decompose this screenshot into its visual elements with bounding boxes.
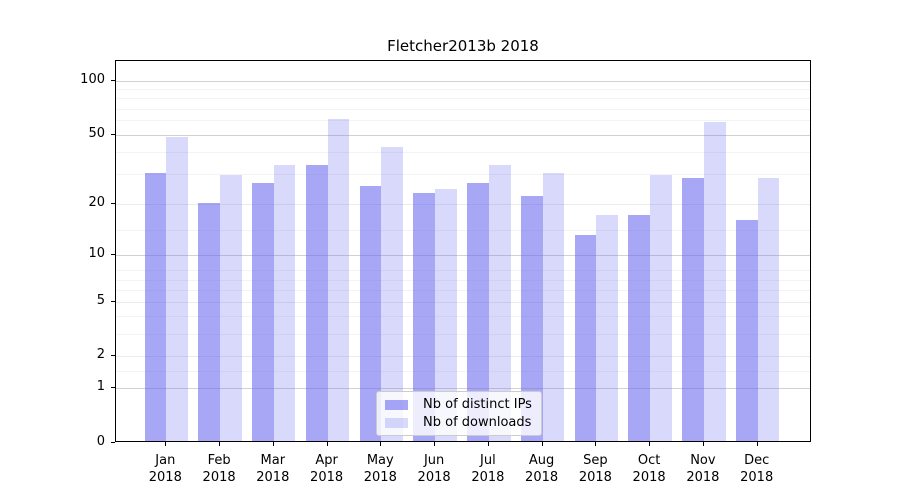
bar-distinct-ips-nov — [682, 177, 704, 441]
bar-distinct-ips-aug — [520, 195, 543, 441]
bar-distinct-ips-jan — [144, 172, 167, 441]
bar-downloads-sep — [596, 215, 619, 441]
gridline-6 — [116, 290, 810, 291]
bar-distinct-ips-jul — [467, 183, 489, 441]
legend-label-distinct-ips: Nb of distinct IPs — [423, 397, 532, 412]
y-tick-label-20: 20 — [88, 195, 105, 210]
bar-distinct-ips-oct — [628, 215, 651, 441]
x-tick-label-apr: Apr 2018 — [310, 453, 344, 485]
gridline-100 — [116, 80, 810, 82]
bar-downloads-jan — [166, 136, 188, 441]
x-tick-jun — [434, 442, 436, 446]
y-tick-1 — [111, 387, 115, 389]
bar-downloads-aug — [542, 172, 565, 441]
bar-downloads-feb — [220, 175, 242, 441]
gridline-60 — [116, 120, 810, 122]
bar-distinct-ips-mar — [252, 183, 274, 441]
legend-label-downloads: Nb of downloads — [423, 415, 532, 430]
gridline-8 — [116, 270, 810, 272]
x-tick-jul — [487, 442, 489, 446]
bar-downloads-jul — [488, 165, 511, 441]
legend-swatch-distinct-ips — [385, 399, 408, 410]
x-tick-label-feb: Feb 2018 — [202, 453, 236, 485]
y-tick-label-100: 100 — [80, 71, 105, 87]
bar-distinct-ips-sep — [574, 234, 597, 441]
gridline-7 — [116, 279, 810, 281]
gridline-3 — [116, 333, 810, 335]
gridline-14 — [116, 230, 810, 232]
x-tick-label-nov: Nov 2018 — [686, 453, 720, 485]
legend-item-downloads: Nb of downloads — [385, 415, 533, 430]
bar-downloads-oct — [650, 175, 672, 441]
bar-distinct-ips-feb — [198, 203, 221, 441]
gridline-90 — [116, 89, 810, 91]
y-tick-label-1: 1 — [96, 379, 105, 395]
bar-downloads-dec — [757, 177, 780, 441]
y-tick-label-0: 0 — [96, 433, 105, 449]
gridline-1 — [116, 388, 810, 390]
legend: Nb of distinct IPs Nb of downloads — [376, 391, 542, 436]
x-tick-oct — [649, 442, 651, 446]
y-tick-10 — [111, 253, 115, 255]
x-tick-label-dec: Dec 2018 — [740, 453, 774, 485]
gridline-70 — [116, 108, 810, 110]
gridline-80 — [116, 98, 810, 100]
bar-distinct-ips-jun — [413, 192, 436, 441]
x-tick-apr — [326, 442, 328, 446]
y-tick-label-5: 5 — [96, 293, 105, 309]
x-tick-dec — [756, 442, 758, 446]
bar-downloads-apr — [327, 119, 350, 441]
bar-downloads-nov — [703, 122, 726, 441]
x-tick-jan — [165, 442, 167, 446]
gridline-30 — [116, 173, 810, 175]
y-tick-label-2: 2 — [96, 347, 105, 363]
gridline-4 — [116, 316, 810, 318]
x-tick-feb — [219, 442, 221, 446]
y-tick-label-50: 50 — [88, 125, 105, 141]
bar-distinct-ips-dec — [736, 219, 758, 441]
x-tick-label-jul: Jul 2018 — [471, 453, 505, 485]
x-tick-label-mar: Mar 2018 — [256, 453, 290, 485]
y-tick-50 — [111, 133, 115, 135]
plot-area — [115, 60, 811, 442]
y-tick-20 — [111, 203, 115, 204]
chart-title: Fletcher2013b 2018 — [387, 37, 539, 55]
gridline-40 — [116, 151, 810, 153]
gridline-10 — [116, 254, 810, 256]
x-tick-may — [380, 442, 382, 446]
bar-downloads-may — [381, 146, 403, 441]
y-tick-100 — [111, 79, 115, 81]
x-tick-label-jun: Jun 2018 — [417, 453, 451, 485]
y-tick-5 — [111, 301, 115, 303]
x-tick-label-may: May 2018 — [363, 453, 397, 485]
bar-downloads-mar — [273, 165, 296, 441]
x-tick-aug — [541, 442, 543, 446]
x-tick-label-aug: Aug 2018 — [525, 453, 559, 485]
y-tick-0 — [111, 441, 115, 443]
x-tick-label-jan: Jan 2018 — [148, 453, 182, 485]
legend-swatch-downloads — [385, 417, 408, 428]
gridline-50 — [116, 134, 810, 136]
x-tick-label-oct: Oct 2018 — [632, 453, 666, 485]
legend-item-distinct-ips: Nb of distinct IPs — [385, 397, 533, 412]
bar-distinct-ips-apr — [305, 165, 328, 441]
y-tick-2 — [111, 355, 115, 357]
x-tick-label-sep: Sep 2018 — [578, 453, 612, 485]
bar-distinct-ips-may — [359, 186, 382, 441]
gridline-1.5 — [116, 370, 810, 372]
x-tick-sep — [595, 442, 597, 446]
gridline-2 — [116, 356, 810, 358]
bar-downloads-jun — [435, 189, 457, 441]
x-tick-mar — [272, 442, 274, 446]
gridline-5 — [116, 302, 810, 304]
gridline-20 — [116, 204, 810, 205]
y-tick-label-10: 10 — [88, 245, 105, 261]
x-tick-nov — [702, 442, 704, 446]
